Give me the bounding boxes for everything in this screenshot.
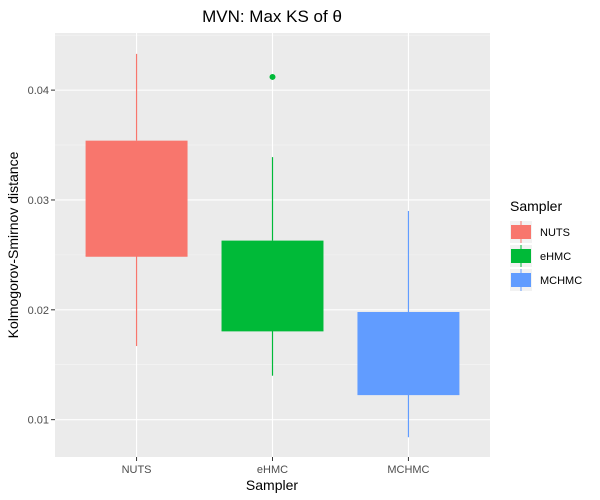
box-nuts bbox=[85, 53, 188, 347]
legend-title: Sampler bbox=[510, 198, 562, 214]
legend-key-swatch bbox=[511, 249, 531, 263]
chart-title: MVN: Max KS of θ bbox=[202, 7, 342, 26]
y-tick-label: 0.02 bbox=[28, 305, 49, 317]
x-tick-label: eHMC bbox=[257, 464, 288, 476]
legend-key-swatch bbox=[511, 225, 531, 239]
boxes bbox=[85, 53, 460, 438]
y-tick-label: 0.01 bbox=[28, 415, 49, 427]
legend: Sampler NUTS eHMC MCHMC bbox=[510, 198, 582, 291]
y-tick-label: 0.03 bbox=[28, 195, 49, 207]
x-axis: NUTS eHMC MCHMC bbox=[122, 457, 430, 476]
x-tick-label: NUTS bbox=[122, 464, 152, 476]
legend-item: MCHMC bbox=[510, 269, 582, 291]
legend-item-label: MCHMC bbox=[540, 275, 582, 287]
legend-item: eHMC bbox=[510, 245, 571, 267]
x-tick-label: MCHMC bbox=[387, 464, 429, 476]
legend-item-label: eHMC bbox=[540, 251, 571, 263]
legend-key-swatch bbox=[511, 273, 531, 287]
x-axis-label: Sampler bbox=[246, 477, 298, 493]
y-axis-label: Kolmogorov-Smirnov distance bbox=[5, 151, 21, 338]
box-body bbox=[85, 140, 188, 256]
outlier-point bbox=[269, 73, 276, 80]
box-mchmc bbox=[357, 210, 460, 438]
legend-item-label: NUTS bbox=[540, 227, 570, 239]
box-ehmc bbox=[221, 73, 324, 376]
y-axis: 0.01 0.02 0.03 0.04 bbox=[28, 85, 55, 427]
legend-item: NUTS bbox=[510, 221, 570, 243]
box-body bbox=[357, 312, 460, 395]
box-body bbox=[221, 240, 324, 331]
y-tick-label: 0.04 bbox=[28, 85, 49, 97]
